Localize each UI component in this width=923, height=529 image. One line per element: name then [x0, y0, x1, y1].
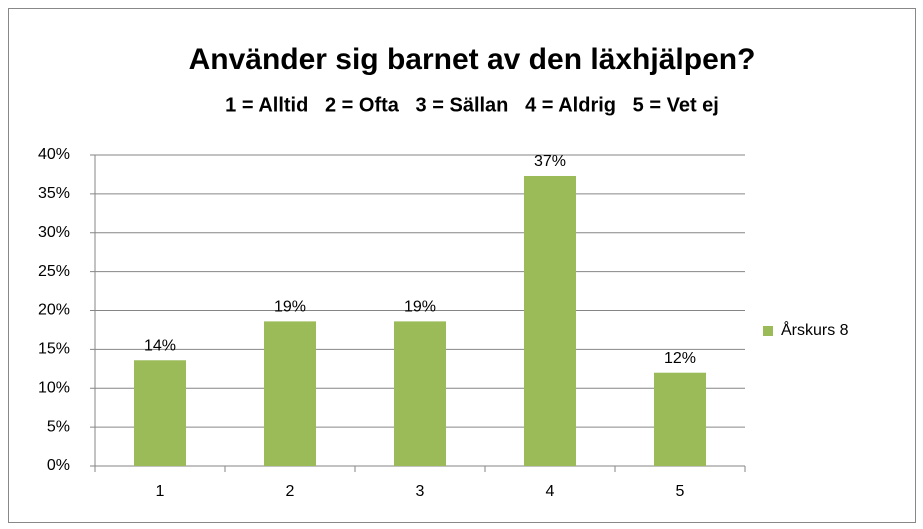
bar: [524, 175, 576, 466]
x-tick-label: 1: [156, 483, 165, 500]
y-tick-label: 20%: [38, 302, 70, 319]
chart-title: Använder sig barnet av den läxhjälpen?: [189, 43, 756, 76]
chart-subtitle: 1 = Alltid 2 = Ofta 3 = Sällan 4 = Aldri…: [225, 94, 719, 116]
legend-swatch: [763, 326, 773, 336]
data-label: 12%: [664, 350, 696, 367]
y-tick-label: 0%: [47, 457, 70, 474]
bar: [654, 372, 706, 466]
x-tick-label: 5: [676, 483, 685, 500]
legend-label: Årskurs 8: [781, 320, 849, 339]
x-tick-label: 4: [546, 483, 555, 500]
y-tick-label: 40%: [38, 146, 70, 163]
data-label: 19%: [404, 299, 436, 316]
data-label: 37%: [534, 153, 566, 170]
y-tick-label: 30%: [38, 224, 70, 241]
bar: [394, 321, 446, 466]
y-tick-label: 25%: [38, 263, 70, 280]
y-tick-label: 5%: [47, 418, 70, 435]
data-label: 14%: [144, 337, 176, 354]
bar: [264, 321, 316, 466]
y-tick-label: 35%: [38, 185, 70, 202]
y-tick-label: 10%: [38, 379, 70, 396]
data-label: 19%: [274, 299, 306, 316]
y-tick-label: 15%: [38, 341, 70, 358]
bar: [134, 360, 186, 466]
x-tick-label: 2: [286, 483, 295, 500]
x-tick-label: 3: [416, 483, 425, 500]
